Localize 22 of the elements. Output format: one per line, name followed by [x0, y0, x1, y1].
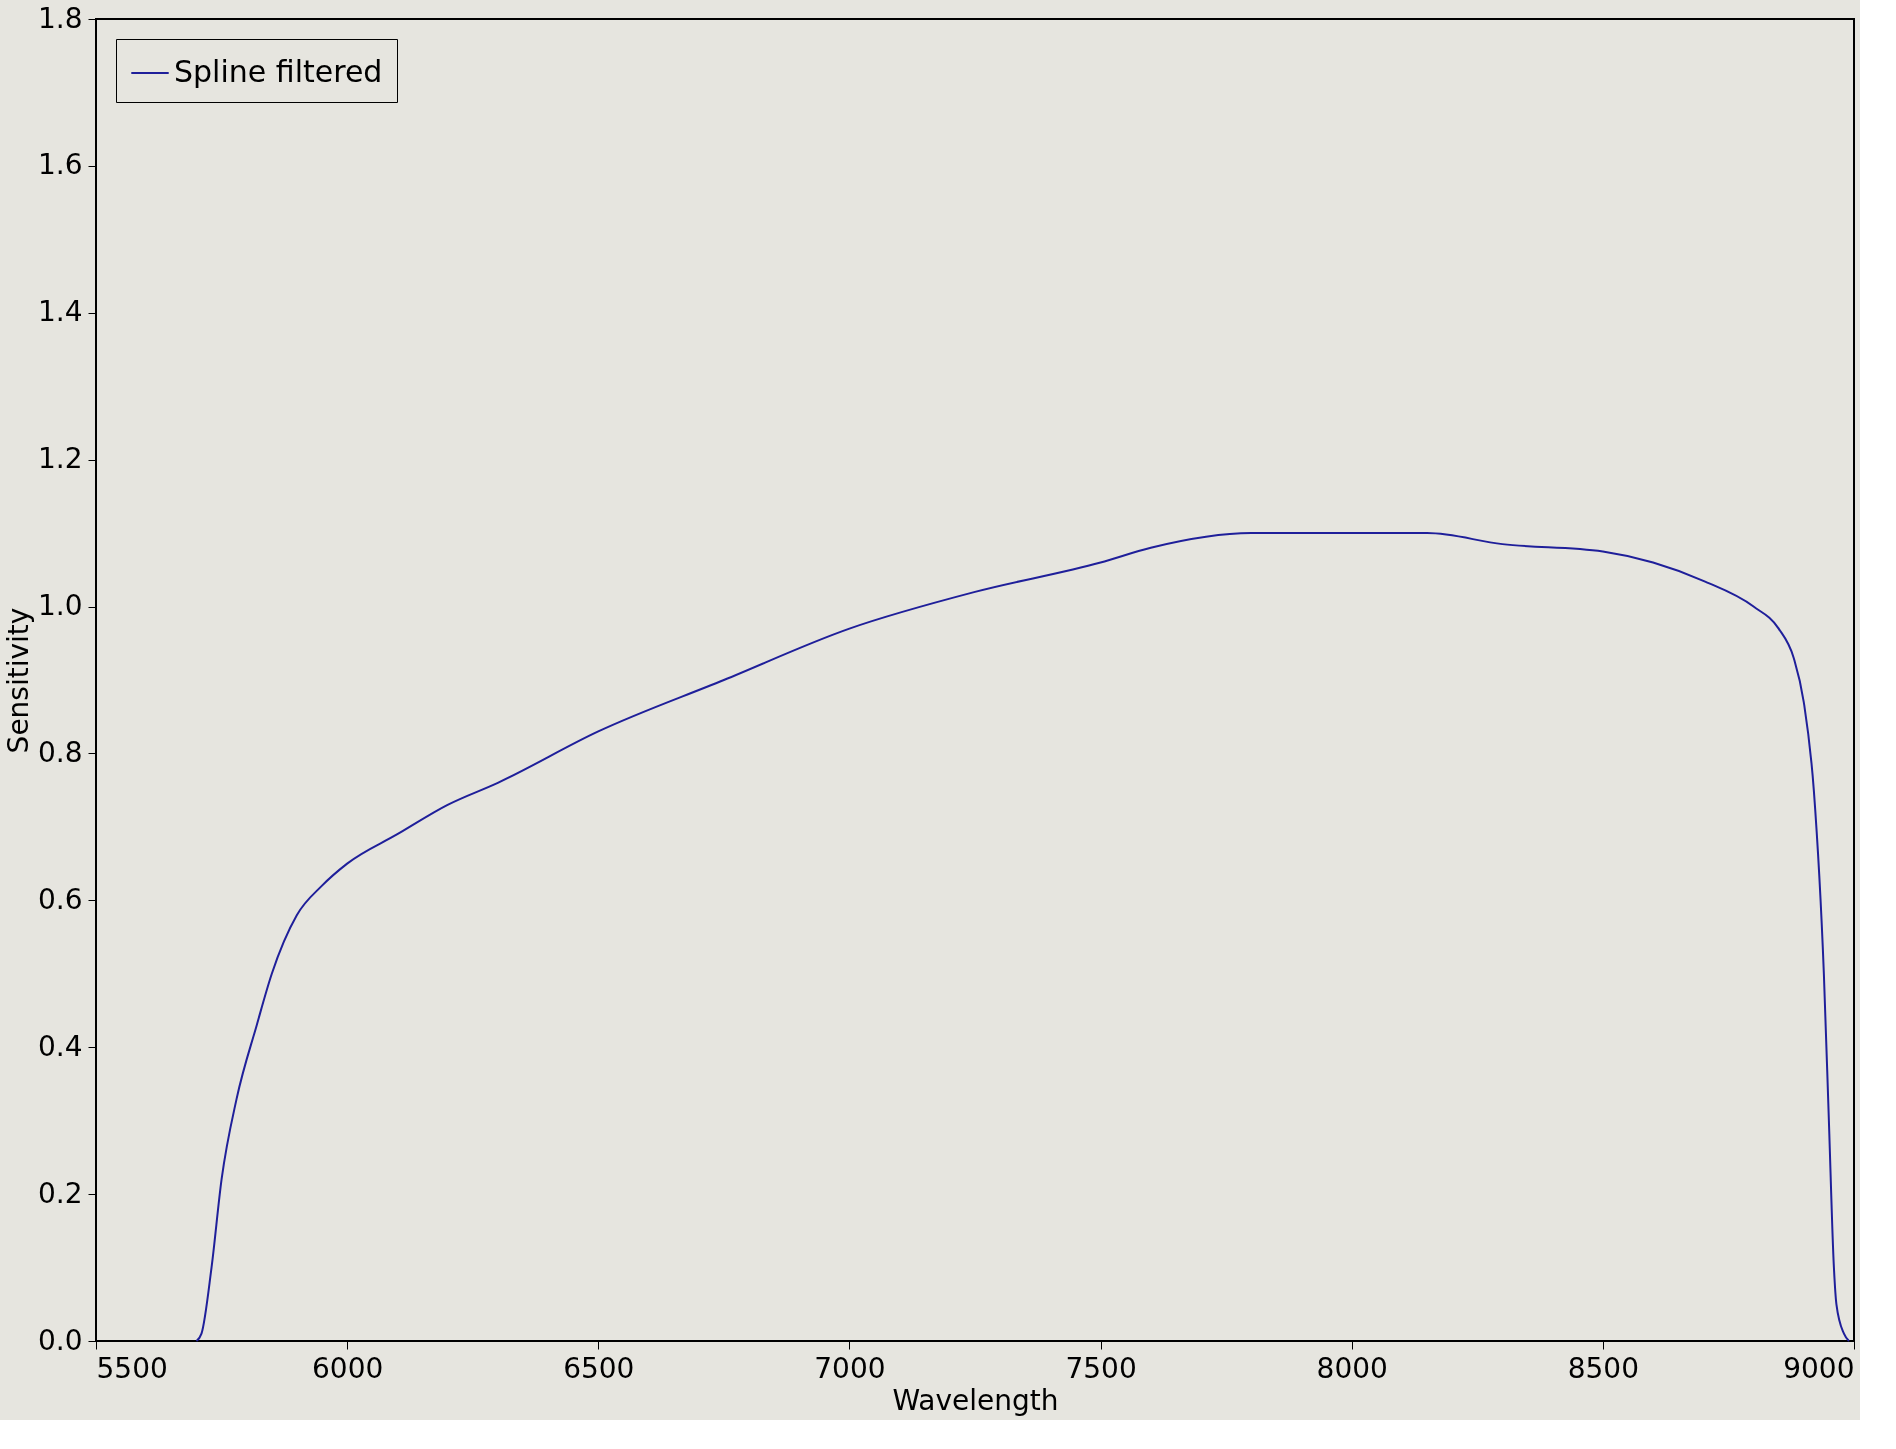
y-tick-label: 0.6	[37, 882, 83, 916]
x-tick-label: 7000	[814, 1351, 886, 1385]
x-tick-label: 8000	[1316, 1351, 1388, 1385]
x-tick-label: 6500	[563, 1351, 635, 1385]
y-tick-label: 1.8	[37, 1, 83, 35]
y-tick-label: 1.4	[37, 295, 83, 329]
x-tick-label: 7500	[1065, 1351, 1137, 1385]
y-tick-label: 1.0	[37, 589, 83, 623]
legend-label: Spline filtered	[174, 54, 383, 89]
x-tick-label: 6000	[312, 1351, 384, 1385]
y-axis-title: Sensitivity	[1, 607, 35, 754]
line-series	[195, 532, 1850, 1342]
x-axis-title: Wavelength	[892, 1383, 1059, 1417]
x-tick-label: 9000	[1783, 1351, 1855, 1385]
y-tick-label: 0.2	[37, 1176, 83, 1210]
y-tick-label: 1.6	[37, 148, 83, 182]
y-tick-label: 0.8	[37, 735, 83, 769]
y-tick-label: 0.0	[37, 1323, 83, 1357]
y-tick-label: 0.4	[37, 1029, 83, 1063]
x-tick-label: 8500	[1567, 1351, 1639, 1385]
x-tick-label: 5500	[96, 1351, 168, 1385]
y-tick-label: 1.2	[37, 442, 83, 476]
